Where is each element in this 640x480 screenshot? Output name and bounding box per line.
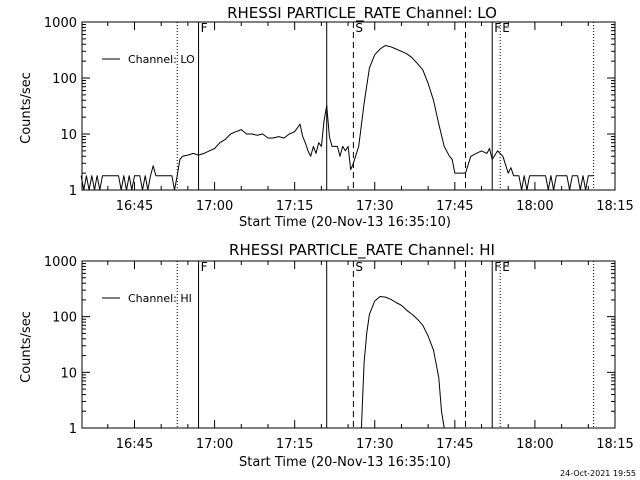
y-tick-label: 1: [69, 184, 77, 199]
x-tick-label: 17:15: [276, 437, 313, 452]
y-tick-label: 100: [52, 72, 77, 87]
chart-title: RHESSI PARTICLE_RATE Channel: LO: [227, 4, 497, 23]
x-tick-label: 17:45: [436, 199, 473, 214]
x-tick-label: 17:30: [356, 199, 393, 214]
event-marker-label: F: [201, 260, 208, 274]
y-tick-label: 1000: [44, 16, 77, 31]
legend-label: Channel: HI: [128, 292, 192, 305]
y-tick-label: 100: [52, 311, 77, 326]
plot-area: 16:45 17:00 17:15 17:30 17:45 18:00 18:15 1 10 10…: [44, 16, 634, 214]
chart-title: RHESSI PARTICLE_RATE Channel: HI: [229, 241, 495, 260]
plot-frame: [81, 260, 616, 429]
x-tick-label: 16:45: [116, 437, 153, 452]
y-axis-label: Counts/sec: [19, 72, 34, 144]
chart-panel-lo: RHESSI PARTICLE_RATE Channel: LO Counts/…: [19, 4, 634, 230]
plot-area: 16:45 17:00 17:15 17:30 17:45 18:00 18:15 1 10 10…: [44, 255, 634, 452]
x-tick-label: 17:45: [436, 437, 473, 452]
series-line: [360, 296, 445, 429]
event-marker-label: E: [502, 21, 510, 35]
x-tick-label: 18:00: [516, 199, 553, 214]
event-marker-label: E: [502, 260, 510, 274]
legend: Channel: LO: [102, 53, 195, 66]
event-marker-label: F: [494, 21, 501, 35]
y-tick-label: 10: [60, 366, 77, 381]
legend: Channel: HI: [102, 292, 192, 305]
x-tick-label: 18:15: [596, 199, 633, 214]
event-marker-label: F: [494, 260, 501, 274]
event-marker-label: F: [201, 21, 208, 35]
x-tick-label: 16:45: [116, 199, 153, 214]
x-tick-label: 17:00: [196, 437, 233, 452]
series-line: [80, 45, 594, 191]
chart-panel-hi: RHESSI PARTICLE_RATE Channel: HI Counts/…: [19, 241, 634, 470]
x-tick-label: 17:30: [356, 437, 393, 452]
plot-frame: [81, 21, 616, 191]
x-axis-label: Start Time (20-Nov-13 16:35:10): [239, 215, 451, 230]
y-tick-label: 1: [69, 422, 77, 437]
event-marker-label: S: [355, 260, 363, 274]
x-tick-label: 17:15: [276, 199, 313, 214]
footer-timestamp: 24-Oct-2021 19:55: [560, 469, 636, 478]
event-marker-label: S: [355, 21, 363, 35]
x-tick-label: 18:15: [596, 437, 633, 452]
x-tick-label: 17:00: [196, 199, 233, 214]
legend-label: Channel: LO: [128, 53, 195, 66]
x-tick-label: 18:00: [516, 437, 553, 452]
x-axis-label: Start Time (20-Nov-13 16:35:10): [239, 455, 451, 470]
y-tick-label: 1000: [44, 255, 77, 270]
y-axis-label: Counts/sec: [19, 311, 34, 383]
y-tick-label: 10: [60, 128, 77, 143]
